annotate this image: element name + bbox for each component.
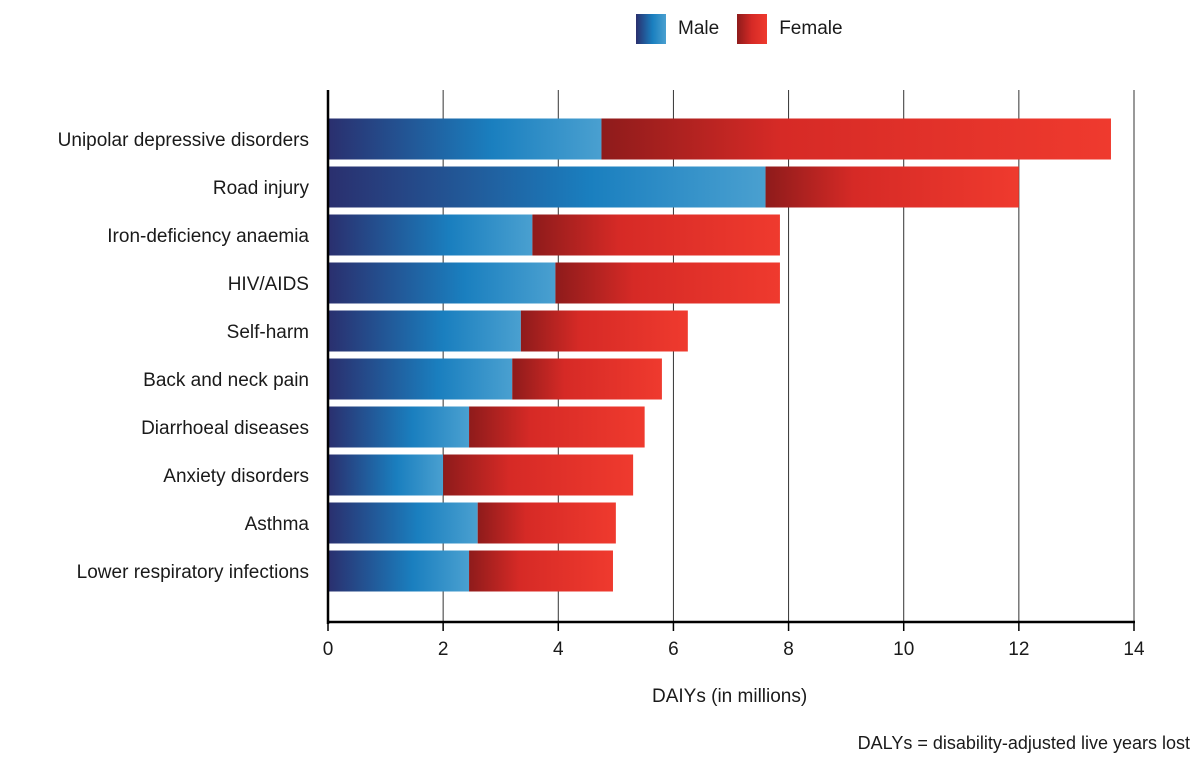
bar-female-7 — [443, 454, 634, 496]
bar-male-9 — [328, 550, 470, 592]
x-tick-label-6: 6 — [668, 639, 679, 660]
bar-female-9 — [469, 550, 613, 592]
bar-female-1 — [765, 166, 1019, 208]
bar-female-2 — [532, 214, 780, 256]
category-label-4: Self-harm — [227, 322, 309, 343]
legend-swatch-female — [737, 14, 768, 44]
bar-male-5 — [328, 358, 513, 400]
category-label-7: Anxiety disorders — [163, 466, 309, 487]
x-tick-label-10: 10 — [893, 639, 914, 660]
category-label-5: Back and neck pain — [143, 370, 309, 391]
bar-female-3 — [555, 262, 780, 304]
bar-male-4 — [328, 310, 521, 352]
legend-label-male: Male — [678, 18, 720, 39]
category-label-0: Unipolar depressive disorders — [58, 130, 309, 151]
x-tick-label-8: 8 — [783, 639, 794, 660]
x-tick-label-4: 4 — [553, 639, 564, 660]
x-tick-label-0: 0 — [323, 639, 334, 660]
footnote: DALYs = disability-adjusted live years l… — [857, 733, 1190, 753]
bar-female-6 — [469, 406, 645, 448]
bar-male-8 — [328, 502, 478, 544]
x-tick-labels: 0 2 4 6 8 10 12 14 — [323, 639, 1145, 660]
x-tick-label-12: 12 — [1008, 639, 1029, 660]
bar-female-5 — [512, 358, 662, 400]
category-label-2: Iron-deficiency anaemia — [107, 226, 309, 247]
legend-label-female: Female — [779, 18, 843, 39]
bar-female-8 — [477, 502, 616, 544]
category-labels: Unipolar depressive disorders Road injury… — [58, 130, 310, 583]
x-axis-title: DAIYs (in millions) — [652, 686, 808, 707]
category-label-1: Road injury — [213, 178, 310, 199]
bar-male-3 — [328, 262, 556, 304]
bar-male-1 — [328, 166, 766, 208]
bars — [328, 118, 1111, 592]
bar-female-0 — [601, 118, 1111, 160]
bar-male-6 — [328, 406, 470, 448]
x-tick-label-14: 14 — [1123, 639, 1145, 660]
legend-item-female: Female — [737, 14, 843, 44]
category-label-6: Diarrhoeal diseases — [141, 418, 309, 439]
category-label-3: HIV/AIDS — [228, 274, 309, 295]
legend: Male Female — [636, 14, 861, 44]
legend-swatch-male — [636, 14, 666, 44]
category-label-8: Asthma — [245, 514, 310, 535]
bar-male-7 — [328, 454, 444, 496]
category-label-9: Lower respiratory infections — [77, 562, 309, 583]
bar-male-2 — [328, 214, 533, 256]
bar-female-4 — [520, 310, 688, 352]
axes — [326, 90, 1135, 631]
legend-item-male: Male — [636, 14, 719, 44]
x-tick-label-2: 2 — [438, 639, 449, 660]
bar-male-0 — [328, 118, 602, 160]
